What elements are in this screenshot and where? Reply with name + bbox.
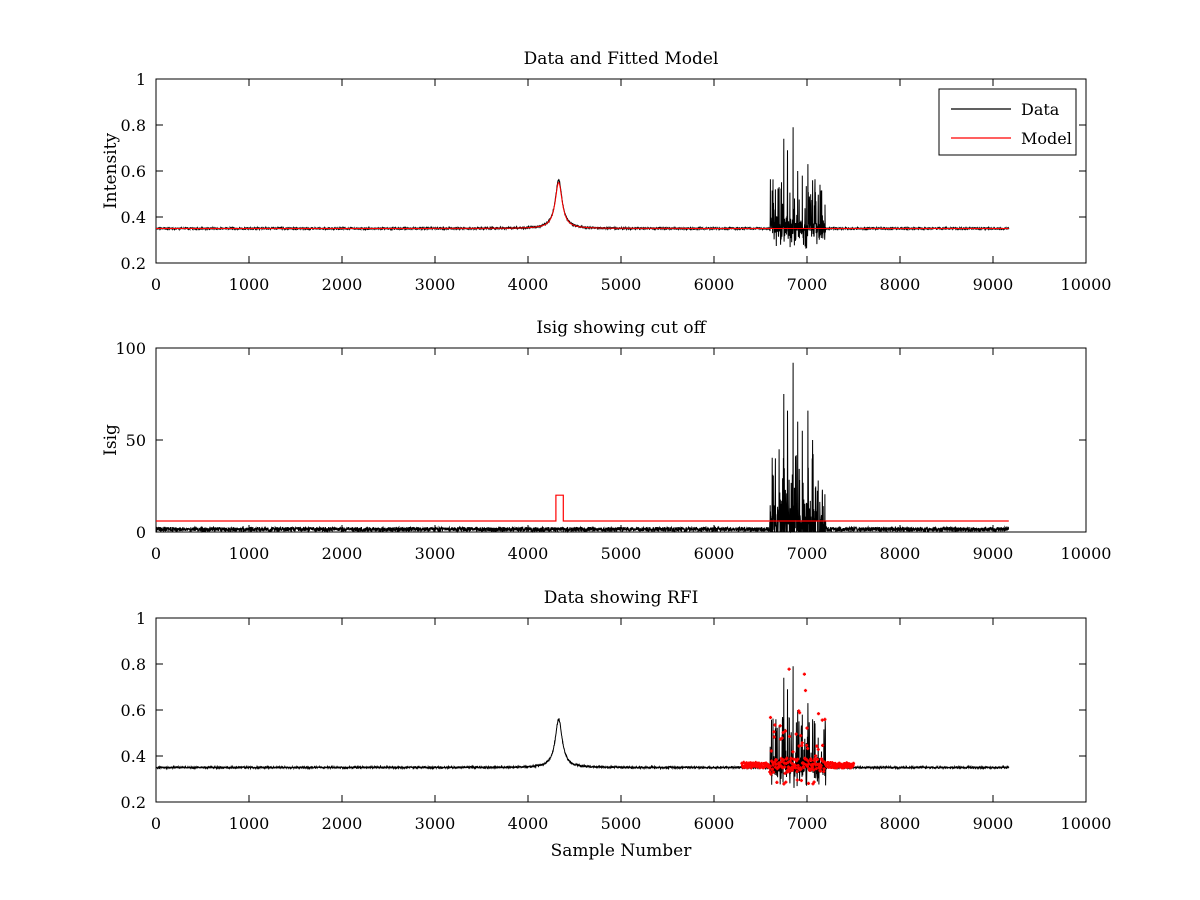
series-line (155, 666, 1010, 788)
series-isig (155, 362, 1010, 534)
chart-panel-2: 0 1000 2000 3000 4000 5000 6000 7000 8000 9000 100… (101, 318, 1111, 563)
x-tick-label: 10000 (1061, 544, 1112, 563)
x-tick-label: 5000 (601, 814, 642, 833)
x-tick-label: 4000 (508, 814, 549, 833)
y-tick-label: 1 (136, 70, 146, 89)
x-tick-label: 2000 (322, 544, 363, 563)
chart-panel-3: 0 1000 2000 3000 4000 5000 6000 7000 8000 9000 100… (121, 588, 1112, 861)
x-tick-label: 10000 (1061, 814, 1112, 833)
x-tick-label: 3000 (415, 814, 456, 833)
x-tick-label: 8000 (880, 275, 921, 294)
series-cut-off (156, 494, 1009, 522)
y-tick-label: 0.2 (121, 254, 146, 273)
rfi-markers (740, 667, 856, 786)
x-tick-label: 3000 (415, 275, 456, 294)
y-tick-label: 0.4 (121, 208, 146, 227)
y-tick-label: 0.6 (121, 162, 146, 181)
x-tick-label: 1000 (229, 544, 270, 563)
y-tick-label: 1 (136, 609, 146, 628)
x-tick-label: 7000 (787, 275, 828, 294)
x-tick-label: 8000 (880, 544, 921, 563)
x-tick-label: 6000 (694, 275, 735, 294)
legend-label: Model (1021, 129, 1072, 148)
x-tick-label: 9000 (973, 544, 1014, 563)
x-tick-label: 0 (151, 275, 161, 294)
y-tick-label: 50 (126, 431, 146, 450)
x-axis-label: Sample Number (551, 841, 693, 861)
x-tick-label: 0 (151, 544, 161, 563)
series-line (156, 181, 1009, 229)
x-tick-label: 9000 (973, 275, 1014, 294)
y-tick-label: 0.2 (121, 793, 146, 812)
axes-box (155, 617, 1087, 803)
x-tick-label: 10000 (1061, 275, 1112, 294)
y-tick-label: 0.8 (121, 116, 146, 135)
y-tick-label: 0.4 (121, 747, 146, 766)
legend-label: Data (1021, 100, 1060, 119)
x-tick-label: 5000 (601, 544, 642, 563)
y-tick-label: 100 (115, 339, 146, 358)
x-tick-label: 7000 (787, 544, 828, 563)
x-tick-label: 8000 (880, 814, 921, 833)
axes-box (155, 78, 1087, 264)
legend: Data Model (938, 88, 1077, 156)
y-tick-label: 0.6 (121, 701, 146, 720)
x-tick-label: 2000 (322, 814, 363, 833)
x-tick-label: 5000 (601, 275, 642, 294)
legend-box (938, 88, 1077, 156)
x-tick-label: 6000 (694, 544, 735, 563)
chart-title: Data and Fitted Model (524, 49, 719, 69)
x-tick-label: 1000 (229, 275, 270, 294)
x-tick-label: 4000 (508, 544, 549, 563)
y-axis-label: Intensity (101, 133, 121, 209)
chart-title: Isig showing cut off (536, 318, 707, 338)
x-tick-label: 1000 (229, 814, 270, 833)
x-tick-label: 9000 (973, 814, 1014, 833)
series-model (156, 181, 1009, 229)
x-tick-label: 0 (151, 814, 161, 833)
chart-title: Data showing RFI (544, 588, 699, 608)
x-tick-label: 4000 (508, 275, 549, 294)
x-tick-label: 2000 (322, 275, 363, 294)
series-rfi-flagged (740, 667, 856, 786)
chart-panel-1: 0 1000 2000 3000 4000 5000 6000 7000 8000 9000 100… (101, 49, 1111, 294)
axes-box (155, 347, 1087, 533)
y-tick-label: 0.8 (121, 655, 146, 674)
x-tick-label: 6000 (694, 814, 735, 833)
y-axis-label: Isig (101, 424, 121, 456)
y-tick-label: 0 (136, 523, 146, 542)
series-data (155, 666, 1010, 788)
series-line (156, 494, 1009, 522)
x-tick-label: 7000 (787, 814, 828, 833)
x-tick-label: 3000 (415, 544, 456, 563)
series-line (155, 362, 1010, 534)
